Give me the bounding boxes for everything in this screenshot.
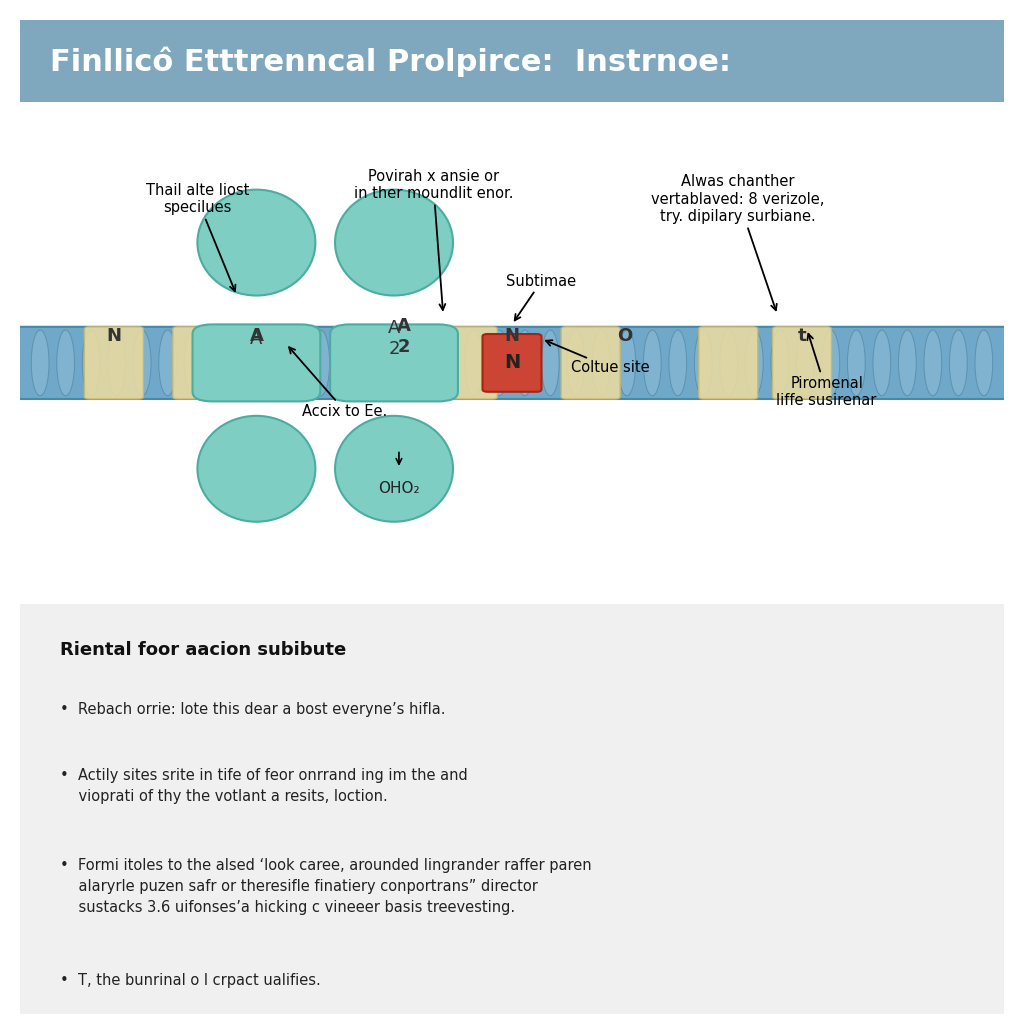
Text: •  T, the bunrinal o l crpact ualifies.: • T, the bunrinal o l crpact ualifies.: [59, 973, 321, 988]
Text: N: N: [504, 353, 520, 373]
Ellipse shape: [567, 330, 585, 395]
Text: Accix to Ee.: Accix to Ee.: [289, 347, 387, 419]
FancyBboxPatch shape: [1, 596, 1023, 1022]
Ellipse shape: [516, 330, 534, 395]
Ellipse shape: [133, 330, 151, 395]
Ellipse shape: [362, 330, 381, 395]
Text: A: A: [250, 328, 263, 345]
Ellipse shape: [439, 330, 457, 395]
Ellipse shape: [236, 330, 253, 395]
Text: •  Formi itoles to the alsed ‘look caree, arounded lingrander raffer paren
    a: • Formi itoles to the alsed ‘look caree,…: [59, 858, 592, 915]
Ellipse shape: [337, 330, 355, 395]
FancyBboxPatch shape: [193, 325, 321, 401]
Ellipse shape: [184, 330, 202, 395]
Text: Finllicô Etttrenncal Prolpirce:  Instrnoe:: Finllicô Etttrenncal Prolpirce: Instrno…: [50, 46, 731, 77]
Ellipse shape: [32, 330, 49, 395]
Ellipse shape: [159, 330, 176, 395]
Text: Subtimae: Subtimae: [507, 273, 577, 321]
Text: Povirah x ansie or
in ther moundlit enor.: Povirah x ansie or in ther moundlit enor…: [353, 169, 513, 310]
Ellipse shape: [56, 330, 75, 395]
Text: •  Actily sites srite in tife of feor onrrand ing im the and
    vioprati of thy: • Actily sites srite in tife of feor onr…: [59, 768, 468, 804]
Text: t: t: [798, 328, 806, 345]
FancyBboxPatch shape: [698, 327, 758, 399]
Ellipse shape: [335, 189, 453, 296]
Ellipse shape: [82, 330, 100, 395]
FancyBboxPatch shape: [335, 327, 394, 399]
Ellipse shape: [261, 330, 279, 395]
Text: Riental foor aacion subibute: Riental foor aacion subibute: [59, 641, 346, 659]
FancyBboxPatch shape: [330, 325, 458, 401]
Text: N: N: [106, 328, 122, 345]
Text: Coltue site: Coltue site: [546, 340, 649, 375]
FancyBboxPatch shape: [173, 327, 231, 399]
Ellipse shape: [873, 330, 891, 395]
Text: A
2: A 2: [388, 319, 400, 358]
Ellipse shape: [210, 330, 227, 395]
Ellipse shape: [542, 330, 559, 395]
Ellipse shape: [822, 330, 840, 395]
FancyBboxPatch shape: [10, 327, 1014, 399]
FancyBboxPatch shape: [561, 327, 621, 399]
Ellipse shape: [745, 330, 763, 395]
Ellipse shape: [388, 330, 407, 395]
Ellipse shape: [490, 330, 508, 395]
FancyBboxPatch shape: [482, 334, 542, 392]
Ellipse shape: [975, 330, 992, 395]
Ellipse shape: [593, 330, 610, 395]
Ellipse shape: [848, 330, 865, 395]
FancyBboxPatch shape: [84, 327, 143, 399]
FancyBboxPatch shape: [772, 327, 831, 399]
Ellipse shape: [198, 416, 315, 522]
Text: OHO₂: OHO₂: [378, 480, 420, 496]
Ellipse shape: [198, 189, 315, 296]
Text: O: O: [617, 328, 633, 345]
Ellipse shape: [720, 330, 737, 395]
Ellipse shape: [949, 330, 968, 395]
Text: A
2: A 2: [397, 317, 411, 355]
Ellipse shape: [287, 330, 304, 395]
Ellipse shape: [898, 330, 916, 395]
Ellipse shape: [797, 330, 814, 395]
Ellipse shape: [694, 330, 712, 395]
Text: •  Rebach orrie: lote this dear a bost everyne’s hifla.: • Rebach orrie: lote this dear a bost ev…: [59, 702, 445, 718]
Ellipse shape: [771, 330, 788, 395]
Text: Piromenal
liffe susirenar: Piromenal liffe susirenar: [776, 334, 877, 408]
FancyBboxPatch shape: [438, 327, 498, 399]
Ellipse shape: [669, 330, 687, 395]
FancyBboxPatch shape: [0, 16, 1024, 106]
Ellipse shape: [465, 330, 482, 395]
Text: A: A: [250, 330, 262, 348]
Text: Alwas chanther
vertablaved: 8 verizole,
try. dipilary surbiane.: Alwas chanther vertablaved: 8 verizole, …: [651, 174, 824, 310]
Text: Thail alte liost
specilues: Thail alte liost specilues: [145, 183, 249, 291]
Ellipse shape: [414, 330, 431, 395]
Ellipse shape: [643, 330, 662, 395]
Ellipse shape: [924, 330, 942, 395]
Ellipse shape: [335, 416, 453, 522]
Ellipse shape: [108, 330, 126, 395]
Ellipse shape: [312, 330, 330, 395]
Ellipse shape: [617, 330, 636, 395]
Text: N: N: [505, 328, 519, 345]
